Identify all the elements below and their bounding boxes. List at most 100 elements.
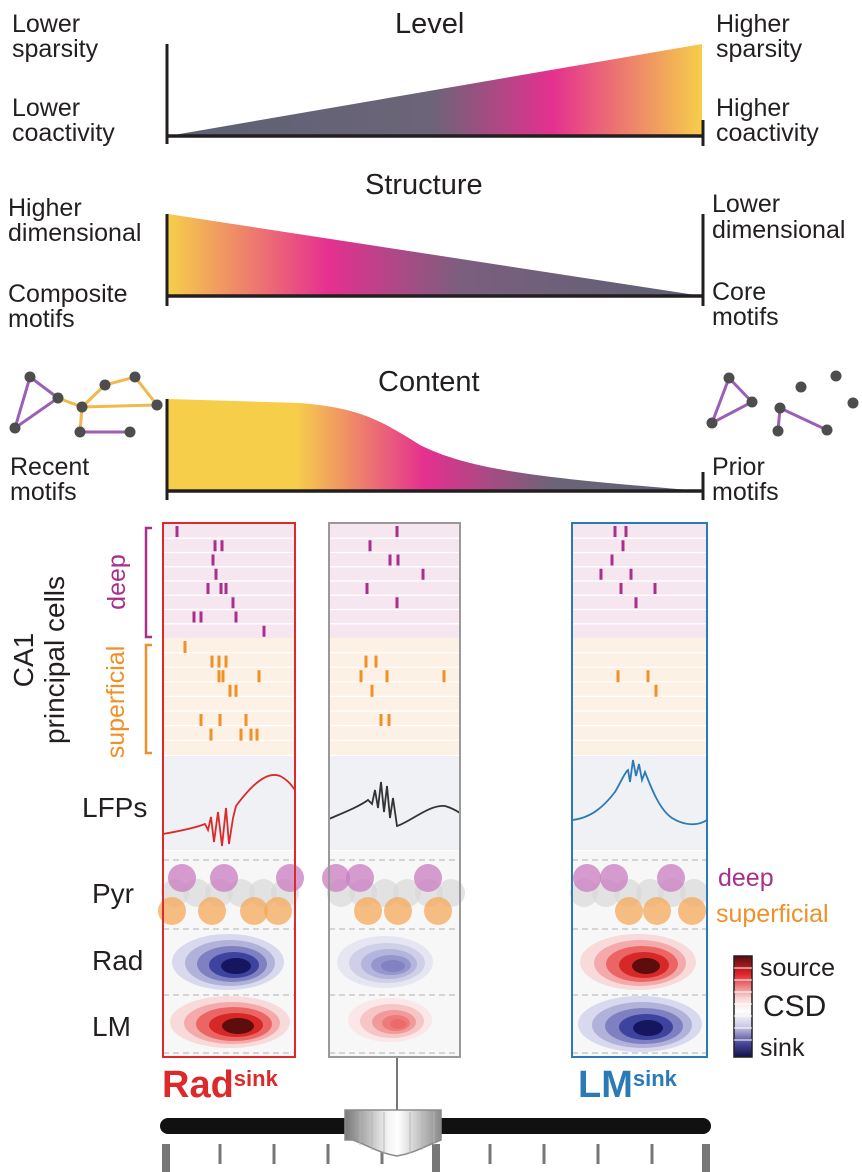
superficial-spike xyxy=(379,714,383,726)
deep-spike xyxy=(175,526,179,537)
superficial-spike xyxy=(370,684,374,697)
rad-sink-sup: sink xyxy=(233,1066,278,1091)
slider-ticks xyxy=(162,1144,710,1172)
structure-left-bottom-line2: motifs xyxy=(8,305,75,333)
pyr-row-label: Pyr xyxy=(92,878,134,909)
cells-superficial-label: superficial xyxy=(102,645,130,759)
legend-deep: deep xyxy=(718,864,774,892)
superficial-spike xyxy=(387,714,391,726)
structure-right-bottom-line2: motifs xyxy=(712,303,779,331)
superficial-spike xyxy=(218,714,222,726)
lm-sink-blob xyxy=(633,1020,663,1036)
deep-spike xyxy=(634,597,638,609)
deep-cell xyxy=(168,864,196,892)
superficial-spike xyxy=(217,670,221,683)
rad-panel-border xyxy=(162,522,296,1058)
superficial-spike xyxy=(210,655,214,668)
superficial-cell xyxy=(643,897,671,925)
level-left-top-line1: Lower xyxy=(12,10,81,38)
superficial-spike xyxy=(646,670,650,683)
structure-left-bottom-line1: Composite xyxy=(8,280,128,308)
deep-spike xyxy=(368,540,372,552)
slider-tick xyxy=(650,1144,654,1164)
cells-brackets xyxy=(144,526,152,755)
deep-spike xyxy=(653,583,657,594)
lm-sink-sup: sink xyxy=(632,1066,677,1091)
deep-spike xyxy=(621,540,625,552)
structure-right-top-line2: dimensional xyxy=(712,216,846,244)
superficial-spike xyxy=(183,641,187,653)
deep-spike xyxy=(629,568,633,580)
prior-motifs-network-icon xyxy=(706,370,859,437)
cells-axis-line1: CA1 xyxy=(8,632,39,688)
level-title: Level xyxy=(395,8,465,40)
structure-right-top-line1: Lower xyxy=(712,190,781,218)
superficial-bracket xyxy=(144,643,152,755)
lfp-row-label: LFPs xyxy=(82,792,148,823)
slider-tick xyxy=(488,1144,492,1164)
deep-spike xyxy=(220,540,224,552)
deep-spike xyxy=(213,540,217,552)
rad-lfp-trace xyxy=(162,774,296,847)
panels-group xyxy=(158,522,708,1058)
slider-tick xyxy=(380,1144,384,1164)
lm-sink-caption: LMsink xyxy=(578,1064,677,1106)
deep-spike xyxy=(421,568,425,580)
sparsity-slider[interactable] xyxy=(160,1058,711,1172)
deep-spike xyxy=(224,583,228,594)
superficial-spike xyxy=(209,728,213,741)
superficial-cell xyxy=(678,897,706,925)
level-right-top-line2: sparsity xyxy=(716,35,803,63)
superficial-spike xyxy=(224,655,228,668)
deep-cell xyxy=(276,864,304,892)
superficial-cell xyxy=(384,897,412,925)
content-curve-area xyxy=(168,399,702,491)
content-right-line1: Prior xyxy=(712,453,765,481)
content-left-line2: motifs xyxy=(10,478,77,506)
deep-cell xyxy=(210,864,238,892)
deep-spike xyxy=(395,597,399,609)
slider-tick xyxy=(542,1144,546,1164)
lm-panel xyxy=(570,522,708,1058)
slider-tick xyxy=(218,1144,222,1164)
slider-knob[interactable] xyxy=(344,1109,442,1157)
lm-source-blob xyxy=(222,1018,254,1034)
content-title: Content xyxy=(378,366,480,398)
legend-superficial: superficial xyxy=(716,900,829,928)
cells-deep-label: deep xyxy=(103,554,131,610)
structure-left-top-line2: dimensional xyxy=(8,219,142,247)
superficial-cell xyxy=(264,897,292,925)
cells-axis-label: CA1 principal cells xyxy=(8,510,72,810)
deep-spike xyxy=(231,597,235,609)
deep-spike xyxy=(619,583,623,594)
slider-tick xyxy=(432,1144,440,1172)
slider-tick xyxy=(326,1144,330,1164)
recent-motifs-network-icon xyxy=(9,371,163,438)
content-right-line2: motifs xyxy=(712,478,779,506)
rad-sink-main: Rad xyxy=(162,1064,234,1106)
level-right-top-line1: Higher xyxy=(716,10,790,38)
content-section xyxy=(9,370,859,500)
level-left-top-line2: sparsity xyxy=(12,35,99,63)
lm-lfp-area xyxy=(572,756,707,850)
superficial-cell xyxy=(158,897,186,925)
deep-spike xyxy=(214,568,218,580)
superficial-spike xyxy=(228,684,232,697)
superficial-spike xyxy=(257,670,261,683)
level-left-bottom-line1: Lower xyxy=(12,94,81,122)
lm-lfp-trace xyxy=(571,759,708,826)
superficial-spike xyxy=(255,728,259,741)
lm-sink-main: LM xyxy=(578,1064,633,1106)
deep-spike xyxy=(599,568,603,580)
superficial-cell xyxy=(615,897,643,925)
deep-cell xyxy=(657,864,685,892)
legend-source: source xyxy=(760,954,836,982)
superficial-spike xyxy=(199,714,203,726)
deep-spike xyxy=(395,526,399,537)
deep-spike xyxy=(234,611,238,623)
rad-panel xyxy=(158,522,304,1058)
superficial-spike xyxy=(217,655,221,668)
slider-tick xyxy=(596,1144,600,1164)
level-section xyxy=(165,44,705,146)
